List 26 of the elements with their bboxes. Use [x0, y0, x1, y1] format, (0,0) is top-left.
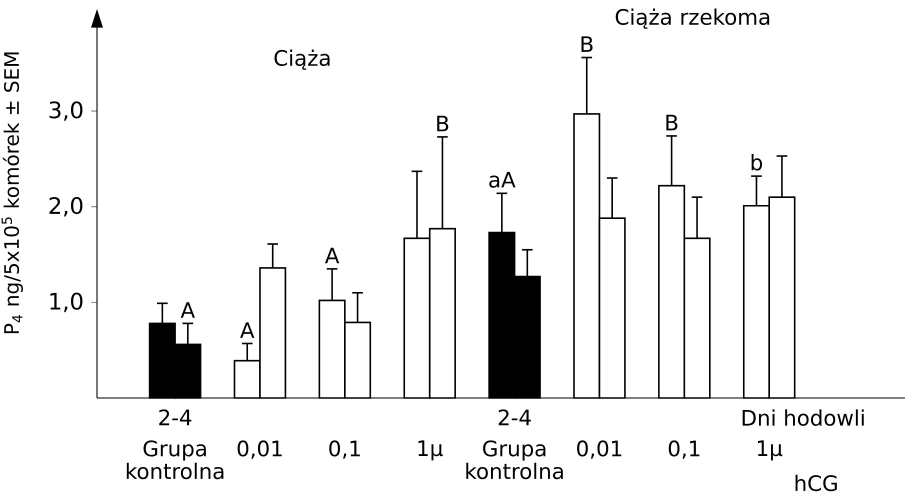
data-label: B: [582, 36, 593, 52]
text: 2-4: [159, 409, 192, 426]
data-label: A: [180, 302, 195, 318]
annotation: Ciąża rzekoma: [616, 8, 770, 29]
x-tick-label: 0,1: [668, 440, 700, 459]
x-tick-label: 0,1: [329, 440, 360, 459]
annotation: B: [437, 116, 448, 132]
y-axis-title: P$_{4}$ ng/5x10$^{5}$ komórek ± SEM: [2, 52, 23, 334]
x-tick-label: Grupa kontrolna: [466, 440, 563, 480]
data-label: b: [752, 154, 762, 171]
x-tick-label: 0,01: [577, 440, 622, 459]
text: 2-4: [498, 409, 531, 426]
data-label: A: [240, 322, 254, 338]
y-tick-label: 1,0: [50, 292, 82, 312]
x-tick-label: 1µ: [758, 440, 782, 460]
text: Dni hodowli: [742, 409, 864, 426]
x-tick-label: 1µ: [418, 440, 443, 460]
x-axis-title: hCG: [796, 474, 837, 492]
x-tick-label: Grupa kontrolna: [126, 440, 224, 480]
data-label: B: [666, 114, 678, 130]
data-label: A: [324, 248, 340, 264]
y-tick-label: 3,0: [50, 101, 82, 121]
x-tick-label: 0,01: [238, 440, 282, 459]
y-tick-label: 2,0: [50, 196, 82, 216]
annotation: Ciąża: [274, 50, 330, 70]
data-label: aA: [489, 172, 516, 188]
